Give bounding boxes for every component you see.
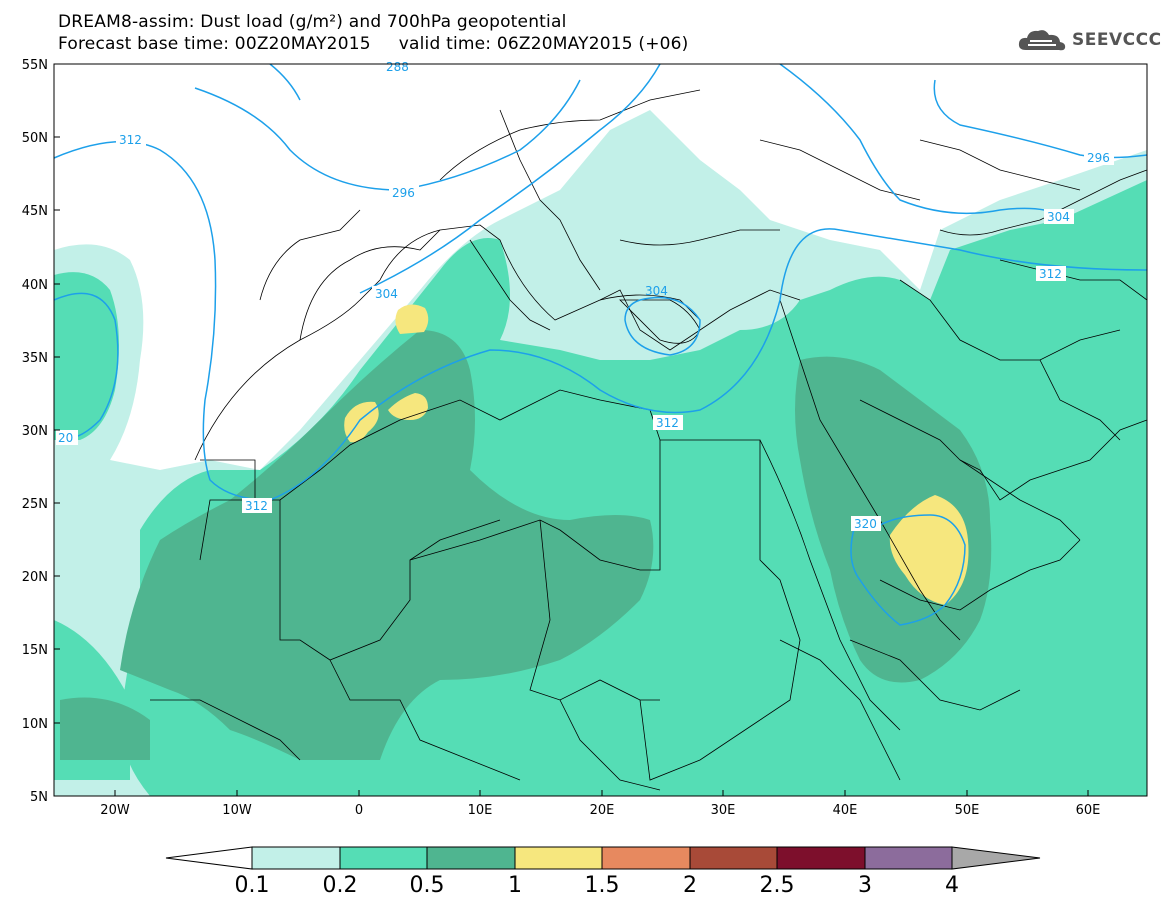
contour-label: 312 bbox=[119, 133, 142, 147]
colorbar-bin-1 bbox=[251, 846, 341, 870]
colorbar-label: 0.5 bbox=[410, 873, 445, 898]
colorbar-label: 1 bbox=[508, 873, 522, 898]
lon-ticks bbox=[114, 790, 1089, 796]
seevccc-logo: SEEVCCC bbox=[1016, 26, 1162, 54]
dust-contour-1 bbox=[395, 304, 429, 334]
contour-label: 20 bbox=[58, 431, 73, 445]
colorbar-label: 1.5 bbox=[585, 873, 620, 898]
lat-label: 55N bbox=[22, 58, 48, 73]
contour-label: 288 bbox=[386, 60, 409, 74]
lat-label: 5N bbox=[30, 790, 48, 805]
colorbar-label: 3 bbox=[858, 873, 872, 898]
lon-label: 40E bbox=[833, 803, 858, 818]
lon-label: 0 bbox=[355, 803, 363, 818]
contour-label: 312 bbox=[1039, 267, 1062, 281]
colorbar-labels: 0.1 0.2 0.5 1 1.5 2 2.5 3 4 bbox=[235, 873, 960, 898]
logo-text: SEEVCCC bbox=[1072, 30, 1162, 50]
colorbar bbox=[165, 846, 1041, 870]
dust-field bbox=[54, 64, 1147, 796]
colorbar-bin-8 bbox=[864, 846, 953, 870]
lon-label: 10W bbox=[222, 803, 252, 818]
dust-contour-0.5 bbox=[120, 330, 654, 760]
colorbar-bin-2 bbox=[339, 846, 428, 870]
colorbar-bin-7 bbox=[776, 846, 866, 870]
cloud-logo-icon bbox=[1018, 30, 1066, 51]
contour-label: 320 bbox=[854, 517, 877, 531]
contour-label: 296 bbox=[1087, 151, 1110, 165]
lon-label: 60E bbox=[1076, 803, 1101, 818]
contour-label: 296 bbox=[392, 186, 415, 200]
chart-subtitle: Forecast base time: 00Z20MAY2015 valid t… bbox=[58, 34, 689, 54]
colorbar-label: 2.5 bbox=[760, 873, 795, 898]
lon-labels: 20W 10W 0 10E 20E 30E 40E 50E 60E bbox=[100, 803, 1100, 818]
colorbar-label: 0.1 bbox=[235, 873, 270, 898]
contour-label: 304 bbox=[375, 287, 398, 301]
colorbar-low-arrow bbox=[165, 846, 253, 870]
colorbar-label: 2 bbox=[683, 873, 697, 898]
lat-labels: 55N 50N 45N 40N 35N 30N 25N 20N 15N 10N … bbox=[22, 58, 48, 805]
lat-label: 20N bbox=[22, 570, 48, 585]
lat-label: 40N bbox=[22, 278, 48, 293]
contour-label: 304 bbox=[645, 284, 668, 298]
lon-label: 10E bbox=[468, 803, 493, 818]
colorbar-bin-3 bbox=[426, 846, 516, 870]
contour-labels: 312 296 288 304 304 312 320 312 20 304 2… bbox=[56, 60, 1114, 531]
contour-label: 304 bbox=[1047, 210, 1070, 224]
contour-label: 312 bbox=[245, 499, 268, 513]
dust-contour-0.2 bbox=[54, 272, 119, 440]
lat-label: 50N bbox=[22, 131, 48, 146]
lon-label: 20W bbox=[100, 803, 130, 818]
lat-ticks bbox=[54, 63, 60, 797]
colorbar-bin-6 bbox=[689, 846, 778, 870]
lat-label: 30N bbox=[22, 424, 48, 439]
chart-title: DREAM8-assim: Dust load (g/m²) and 700hP… bbox=[58, 12, 567, 32]
lat-label: 35N bbox=[22, 351, 48, 366]
colorbar-label: 4 bbox=[945, 873, 959, 898]
colorbar-bin-4 bbox=[514, 846, 603, 870]
lon-label: 50E bbox=[955, 803, 980, 818]
lon-label: 30E bbox=[711, 803, 736, 818]
colorbar-bin-5 bbox=[601, 846, 691, 870]
lat-label: 10N bbox=[22, 717, 48, 732]
lat-label: 25N bbox=[22, 497, 48, 512]
colorbar-high-arrow bbox=[951, 846, 1041, 870]
lat-label: 15N bbox=[22, 643, 48, 658]
colorbar-label: 0.2 bbox=[323, 873, 358, 898]
contour-label: 312 bbox=[656, 416, 679, 430]
lat-label: 45N bbox=[22, 204, 48, 219]
lon-label: 20E bbox=[590, 803, 615, 818]
